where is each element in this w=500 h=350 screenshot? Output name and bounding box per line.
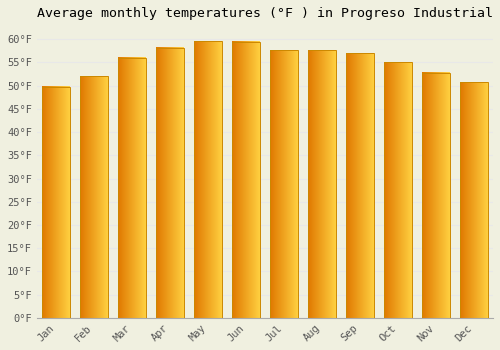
Bar bbox=[80, 76, 108, 318]
Bar bbox=[384, 62, 411, 318]
Bar bbox=[194, 41, 222, 318]
Bar bbox=[118, 58, 146, 318]
Bar bbox=[156, 48, 184, 318]
Bar bbox=[422, 73, 450, 318]
Bar bbox=[42, 86, 70, 318]
Bar bbox=[346, 53, 374, 318]
Title: Average monthly temperatures (°F ) in Progreso Industrial: Average monthly temperatures (°F ) in Pr… bbox=[37, 7, 493, 20]
Bar bbox=[460, 82, 487, 318]
Bar bbox=[308, 50, 336, 318]
Bar bbox=[270, 50, 297, 318]
Bar bbox=[232, 42, 260, 318]
